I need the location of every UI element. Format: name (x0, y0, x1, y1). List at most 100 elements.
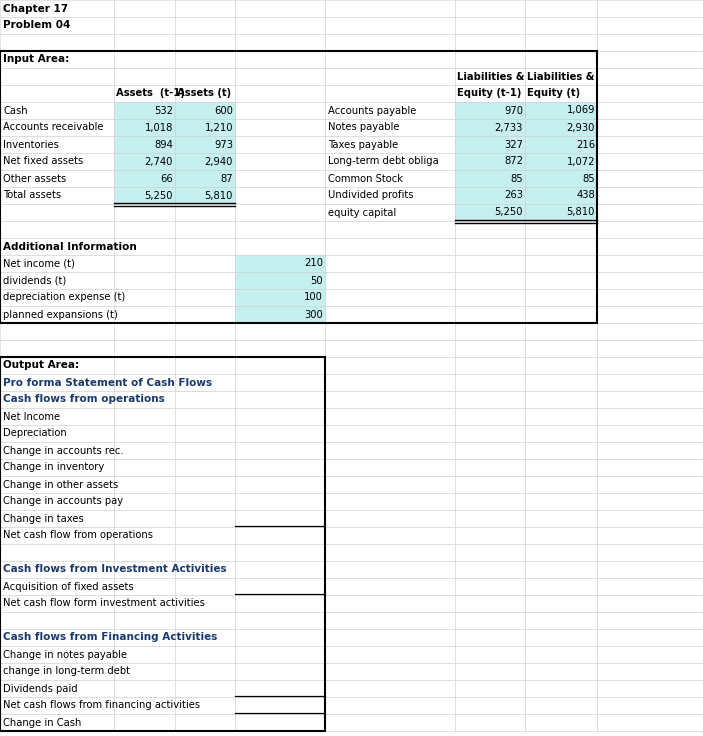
Bar (114, 391, 175, 408)
Text: Acquisition of fixed assets: Acquisition of fixed assets (3, 581, 134, 592)
Bar (114, 153, 175, 170)
Bar (597, 170, 703, 187)
Bar (175, 34, 235, 51)
Bar (325, 697, 455, 714)
Bar (235, 306, 325, 323)
Bar (455, 425, 525, 442)
Bar (235, 34, 325, 51)
Bar (235, 425, 325, 442)
Bar (525, 306, 597, 323)
Bar (325, 510, 455, 527)
Bar (235, 714, 325, 731)
Text: Cash flows from Investment Activities: Cash flows from Investment Activities (3, 565, 226, 575)
Bar (0, 493, 114, 510)
Bar (455, 306, 525, 323)
Bar (325, 442, 455, 459)
Bar (175, 357, 235, 374)
Text: 2,733: 2,733 (495, 122, 523, 132)
Bar (175, 17, 235, 34)
Bar (525, 187, 597, 204)
Bar (235, 476, 325, 493)
Bar (325, 289, 455, 306)
Bar (114, 663, 175, 680)
Bar (455, 255, 525, 272)
Bar (525, 68, 597, 85)
Bar (325, 340, 455, 357)
Text: Net cash flow from operations: Net cash flow from operations (3, 531, 153, 540)
Bar (525, 680, 597, 697)
Bar (325, 391, 455, 408)
Bar (114, 34, 175, 51)
Text: Assets (t): Assets (t) (177, 88, 231, 99)
Bar (455, 17, 525, 34)
Bar (175, 697, 235, 714)
Bar (114, 255, 175, 272)
Bar (455, 170, 525, 187)
Bar (114, 408, 175, 425)
Bar (175, 374, 235, 391)
Bar (0, 221, 114, 238)
Bar (597, 425, 703, 442)
Bar (114, 136, 175, 153)
Bar (175, 544, 235, 561)
Bar (455, 170, 525, 187)
Bar (175, 578, 235, 595)
Bar (325, 527, 455, 544)
Bar (175, 306, 235, 323)
Bar (235, 680, 325, 697)
Bar (175, 442, 235, 459)
Bar (175, 170, 235, 187)
Bar (235, 204, 325, 221)
Bar (175, 408, 235, 425)
Bar (325, 170, 455, 187)
Bar (455, 51, 525, 68)
Bar (597, 34, 703, 51)
Text: Net fixed assets: Net fixed assets (3, 157, 83, 166)
Bar (0, 306, 114, 323)
Bar (175, 0, 235, 17)
Bar (114, 51, 175, 68)
Bar (235, 629, 325, 646)
Bar (114, 680, 175, 697)
Bar (175, 68, 235, 85)
Bar (597, 238, 703, 255)
Bar (525, 493, 597, 510)
Bar (597, 51, 703, 68)
Bar (235, 136, 325, 153)
Bar (114, 119, 175, 136)
Bar (455, 391, 525, 408)
Text: 532: 532 (154, 105, 173, 116)
Text: 5,250: 5,250 (494, 208, 523, 218)
Bar (0, 663, 114, 680)
Text: 216: 216 (576, 140, 595, 149)
Bar (114, 493, 175, 510)
Bar (0, 357, 325, 731)
Bar (597, 289, 703, 306)
Bar (235, 697, 325, 714)
Bar (325, 578, 455, 595)
Bar (0, 527, 114, 544)
Bar (235, 153, 325, 170)
Bar (455, 544, 525, 561)
Bar (325, 357, 455, 374)
Bar (525, 34, 597, 51)
Bar (525, 646, 597, 663)
Bar (235, 170, 325, 187)
Bar (597, 102, 703, 119)
Text: Liabilities &: Liabilities & (527, 71, 595, 82)
Text: depreciation expense (t): depreciation expense (t) (3, 292, 125, 302)
Bar (114, 476, 175, 493)
Bar (0, 425, 114, 442)
Bar (114, 323, 175, 340)
Bar (325, 544, 455, 561)
Bar (175, 119, 235, 136)
Text: Cash: Cash (3, 105, 27, 116)
Bar (597, 221, 703, 238)
Text: 300: 300 (304, 310, 323, 319)
Text: Common Stock: Common Stock (328, 174, 403, 183)
Text: Total assets: Total assets (3, 191, 61, 200)
Bar (597, 0, 703, 17)
Text: 438: 438 (576, 191, 595, 200)
Bar (175, 187, 235, 204)
Bar (525, 51, 597, 68)
